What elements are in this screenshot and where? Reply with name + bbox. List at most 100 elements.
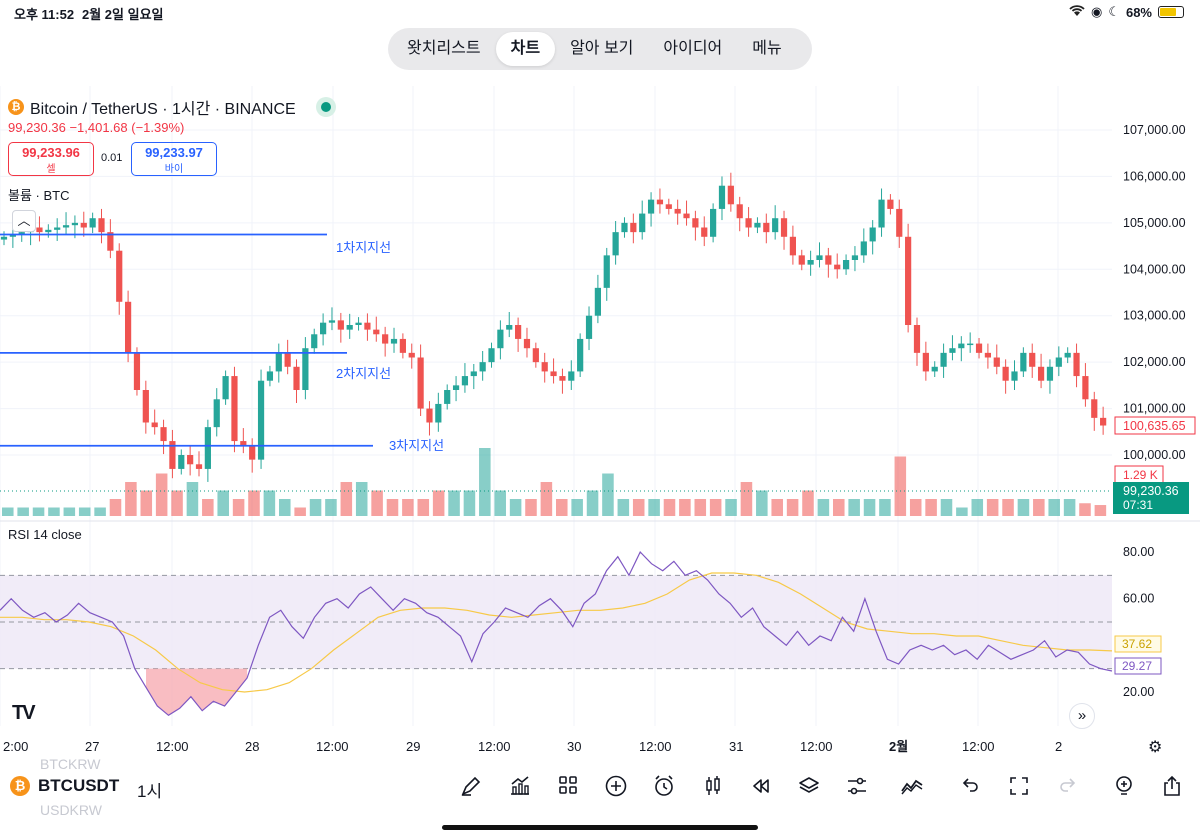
candle-body	[1029, 352, 1036, 367]
pen-icon[interactable]	[457, 774, 485, 802]
price-change: 99,230.36 −1,401.68 (−1.39%)	[8, 120, 185, 135]
location-icon: ◉	[1090, 4, 1103, 19]
rsi-indicator-label[interactable]: RSI 14 close	[8, 527, 82, 542]
sell-label: 셀	[46, 164, 56, 175]
volume-bar	[463, 490, 476, 516]
indicators-icon[interactable]	[506, 774, 534, 802]
candle-body	[541, 362, 548, 372]
sell-button[interactable]: 99,233.96 셀	[8, 142, 94, 176]
rsi-axis-label: 80.00	[1123, 545, 1154, 559]
symbol-title: Bitcoin / TetherUS · 1시간 · BINANCE	[30, 101, 296, 118]
candle-body	[222, 376, 229, 400]
volume-bar	[1063, 499, 1076, 516]
candle-body	[532, 348, 539, 363]
volume-bar	[202, 499, 214, 516]
symbol-header[interactable]: ₿ Bitcoin / TetherUS · 1시간 · BINANCE	[8, 95, 336, 119]
volume-bar	[371, 490, 383, 516]
volume-bar	[709, 499, 722, 516]
symbol-name: BTCUSDT	[38, 776, 120, 795]
alarm-icon[interactable]	[650, 774, 678, 802]
redo-icon[interactable]	[1054, 774, 1082, 802]
candle-body	[1082, 376, 1089, 400]
candles-icon[interactable]	[699, 774, 727, 802]
settings-sliders-icon[interactable]	[843, 774, 871, 802]
tab-watchlist[interactable]: 왓치리스트	[407, 40, 481, 57]
volume-bar	[155, 473, 168, 516]
home-indicator	[442, 825, 758, 830]
candle-body	[736, 204, 743, 219]
volume-bar	[863, 499, 876, 516]
layout-grid-icon[interactable]	[554, 774, 582, 802]
volume-bar	[494, 490, 506, 516]
volume-bar	[632, 499, 645, 516]
rsi-ma-line	[0, 572, 1113, 693]
settings-icon[interactable]: ⚙	[1148, 739, 1163, 756]
interval-selector[interactable]: 1시	[137, 782, 163, 801]
volume-bar	[586, 490, 599, 516]
current-price-badge	[1113, 482, 1189, 514]
collapse-legend-button[interactable]: ︿	[12, 210, 36, 232]
time-axis-label: 2	[1055, 739, 1062, 754]
volume-bar	[909, 499, 922, 516]
candle-body	[116, 250, 123, 302]
candle-body	[1011, 371, 1018, 381]
volume-bar	[1048, 499, 1060, 516]
price-chart[interactable]: 1차지지선 2차지지선 3차지지선 107,000.00 106,000.00 105,0…	[0, 86, 1200, 766]
volume-indicator-label[interactable]: 볼륨 · BTC	[8, 188, 70, 203]
rsi-line	[0, 550, 1113, 717]
time-axis-label: 27	[85, 739, 99, 754]
candle-body	[160, 427, 167, 442]
volume-bar	[756, 490, 768, 516]
volume-bar	[740, 482, 753, 516]
candle-body	[328, 320, 336, 323]
candle-body	[9, 234, 16, 237]
candle-body	[71, 222, 79, 226]
candle-body	[1091, 399, 1098, 418]
tab-chart[interactable]: 차트	[495, 32, 556, 66]
volume-bar	[525, 499, 537, 516]
price-axis-label: 100,000.00	[1123, 448, 1186, 462]
volume-bar	[571, 499, 583, 516]
candle-body	[763, 222, 770, 233]
candle-body	[878, 199, 885, 228]
candle-body	[249, 445, 256, 460]
tab-menu[interactable]: 메뉴	[752, 40, 782, 57]
high-price-marker	[1114, 416, 1196, 435]
candle-body	[639, 213, 646, 233]
tradingview-logo[interactable]: TV	[12, 702, 36, 724]
volume-bar	[125, 482, 137, 516]
tab-ideas[interactable]: 아이디어	[663, 40, 723, 57]
volume-bar	[986, 499, 999, 516]
candle-body	[1055, 357, 1062, 367]
time-axis-label: 12:00	[478, 739, 511, 754]
undo-icon[interactable]	[956, 774, 984, 802]
candle-body	[1020, 352, 1027, 372]
candle-body	[266, 371, 274, 381]
buy-button[interactable]: 99,233.97 바이	[131, 142, 217, 176]
symbol-ghost-below: USDKRW	[40, 802, 102, 818]
tab-explore[interactable]: 알아 보기	[570, 40, 634, 57]
candle-body	[1073, 352, 1080, 377]
scroll-to-latest-button[interactable]: »	[1069, 703, 1095, 729]
replay-icon[interactable]	[747, 774, 775, 802]
candle-body	[373, 329, 380, 335]
layers-icon[interactable]	[795, 774, 823, 802]
trend-tools-icon[interactable]	[898, 774, 926, 802]
add-icon[interactable]	[602, 774, 630, 802]
symbol-selector[interactable]: ₿ BTCUSDT	[10, 776, 119, 796]
volume-bar	[186, 482, 199, 516]
fullscreen-icon[interactable]	[1005, 774, 1033, 802]
share-icon[interactable]	[1158, 774, 1186, 802]
candle-body	[18, 232, 25, 235]
price-axis-label: 106,000.00	[1123, 169, 1186, 183]
current-price-text: 99,230.36	[1123, 484, 1179, 498]
idea-bulb-icon[interactable]	[1110, 774, 1138, 802]
price-axis-label: 105,000.00	[1123, 216, 1186, 230]
volume-bar	[894, 456, 907, 516]
volume-bar	[355, 482, 368, 516]
candle-body	[550, 371, 557, 377]
candle-body	[1002, 366, 1009, 381]
candle-countdown: 07:31	[1123, 498, 1153, 512]
price-axis-label: 101,000.00	[1123, 402, 1186, 416]
candle-body	[195, 464, 203, 469]
